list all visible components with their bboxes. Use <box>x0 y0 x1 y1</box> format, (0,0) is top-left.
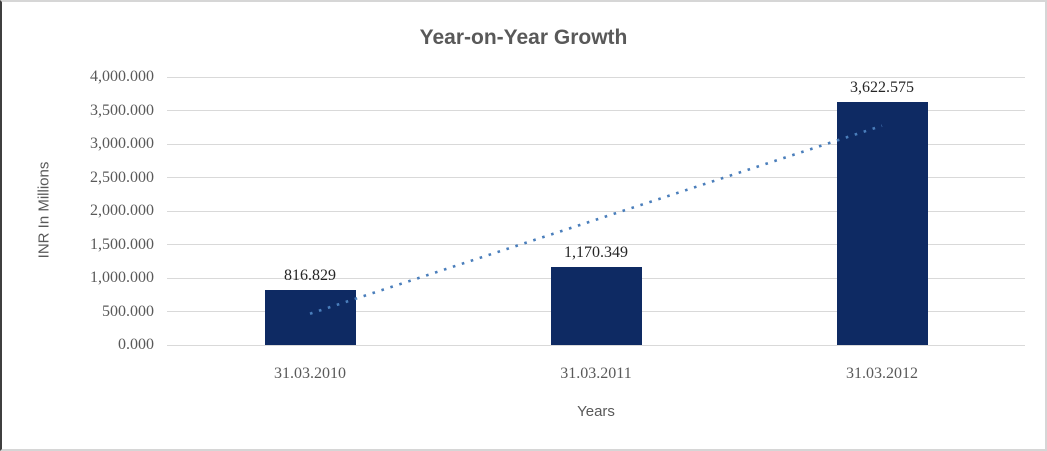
y-tick-label: 3,500.000 <box>90 101 154 119</box>
y-tick-label: 4,000.000 <box>90 68 154 85</box>
y-tick-label: 500.000 <box>102 302 154 320</box>
gridline <box>167 244 1025 245</box>
x-tick-label: 31.03.2012 <box>846 365 918 382</box>
y-tick-label: 1,000.000 <box>90 269 154 286</box>
trendline <box>309 124 883 315</box>
bar-data-label: 816.829 <box>284 267 336 285</box>
gridline <box>167 76 1025 78</box>
y-tick-label: 2,500.000 <box>90 168 154 186</box>
gridline <box>167 210 1025 212</box>
x-tick-label: 31.03.2011 <box>560 365 632 382</box>
y-tick-label: 0.000 <box>118 336 154 353</box>
bar <box>550 266 642 345</box>
chart-title: Year-on-Year Growth <box>419 26 628 49</box>
trendline-layer <box>309 124 883 315</box>
y-tick-label: 1,500.000 <box>90 235 154 253</box>
bar <box>264 290 356 345</box>
gridline <box>167 110 1025 111</box>
bar <box>836 102 928 345</box>
gridline <box>167 143 1025 145</box>
y-tick-label: 2,000.000 <box>90 202 154 219</box>
y-tick-label: 3,000.000 <box>90 135 154 152</box>
bar-data-label: 3,622.575 <box>850 79 914 97</box>
bar-data-label: 1,170.349 <box>564 243 628 261</box>
x-axis-title: Years <box>577 403 615 420</box>
gridline <box>167 344 1025 346</box>
gridline <box>167 177 1025 178</box>
x-tick-label: 31.03.2010 <box>274 365 346 382</box>
